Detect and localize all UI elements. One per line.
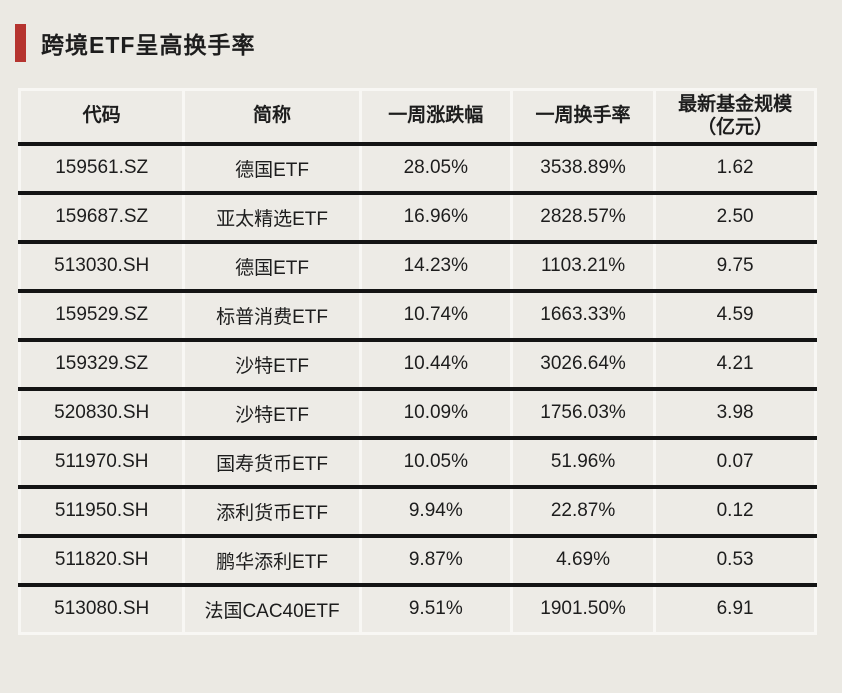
column-header-week-turnover: 一周换手率 — [509, 88, 657, 146]
cell-name: 亚太精选ETF — [182, 191, 362, 244]
table-row: 513080.SH 法国CAC40ETF 9.51% 1901.50% 6.91 — [17, 583, 817, 635]
cell-fund-size: 0.53 — [653, 534, 817, 587]
column-header-name: 简称 — [182, 88, 362, 146]
cell-week-turnover: 3026.64% — [509, 338, 657, 391]
cell-week-change: 10.09% — [358, 387, 513, 440]
cell-week-change: 9.51% — [358, 583, 513, 635]
column-header-fund-size: 最新基金规模 （亿元） — [653, 88, 817, 146]
cell-name: 国寿货币ETF — [182, 436, 362, 489]
cell-fund-size: 2.50 — [653, 191, 817, 244]
table-row: 159529.SZ 标普消费ETF 10.74% 1663.33% 4.59 — [17, 289, 817, 342]
table-row: 513030.SH 德国ETF 14.23% 1103.21% 9.75 — [17, 240, 817, 293]
cell-fund-size: 1.62 — [653, 142, 817, 195]
cell-code: 511820.SH — [17, 534, 186, 587]
red-accent-bar — [15, 24, 26, 62]
etf-turnover-table: 代码 简称 一周涨跌幅 一周换手率 最新基金规模 （亿元） 159561.SZ … — [17, 88, 817, 635]
table-row: 511820.SH 鹏华添利ETF 9.87% 4.69% 0.53 — [17, 534, 817, 587]
cell-week-change: 10.44% — [358, 338, 513, 391]
cell-name: 鹏华添利ETF — [182, 534, 362, 587]
cell-week-change: 28.05% — [358, 142, 513, 195]
cell-week-change: 9.87% — [358, 534, 513, 587]
cell-code: 513080.SH — [17, 583, 186, 635]
cell-name: 标普消费ETF — [182, 289, 362, 342]
table-row: 511950.SH 添利货币ETF 9.94% 22.87% 0.12 — [17, 485, 817, 538]
figure-title-bar: 跨境ETF呈高换手率 — [15, 24, 255, 62]
cell-week-turnover: 2828.57% — [509, 191, 657, 244]
cell-week-turnover: 22.87% — [509, 485, 657, 538]
table-header-row: 代码 简称 一周涨跌幅 一周换手率 最新基金规模 （亿元） — [17, 88, 817, 146]
cell-fund-size: 9.75 — [653, 240, 817, 293]
cell-code: 511970.SH — [17, 436, 186, 489]
table-row: 520830.SH 沙特ETF 10.09% 1756.03% 3.98 — [17, 387, 817, 440]
cell-code: 159329.SZ — [17, 338, 186, 391]
table-row: 511970.SH 国寿货币ETF 10.05% 51.96% 0.07 — [17, 436, 817, 489]
cell-week-turnover: 1663.33% — [509, 289, 657, 342]
table-row: 159561.SZ 德国ETF 28.05% 3538.89% 1.62 — [17, 142, 817, 195]
cell-code: 511950.SH — [17, 485, 186, 538]
cell-fund-size: 3.98 — [653, 387, 817, 440]
cell-week-turnover: 1756.03% — [509, 387, 657, 440]
table-row: 159329.SZ 沙特ETF 10.44% 3026.64% 4.21 — [17, 338, 817, 391]
cell-code: 159529.SZ — [17, 289, 186, 342]
cell-name: 沙特ETF — [182, 387, 362, 440]
cell-fund-size: 0.12 — [653, 485, 817, 538]
cell-fund-size: 4.21 — [653, 338, 817, 391]
cell-name: 法国CAC40ETF — [182, 583, 362, 635]
cell-fund-size: 0.07 — [653, 436, 817, 489]
cell-week-change: 10.05% — [358, 436, 513, 489]
cell-week-turnover: 3538.89% — [509, 142, 657, 195]
cell-week-turnover: 4.69% — [509, 534, 657, 587]
cell-week-turnover: 51.96% — [509, 436, 657, 489]
column-header-code: 代码 — [17, 88, 186, 146]
cell-code: 513030.SH — [17, 240, 186, 293]
column-header-week-change: 一周涨跌幅 — [358, 88, 513, 146]
cell-week-turnover: 1901.50% — [509, 583, 657, 635]
table-row: 159687.SZ 亚太精选ETF 16.96% 2828.57% 2.50 — [17, 191, 817, 244]
cell-name: 德国ETF — [182, 142, 362, 195]
cell-code: 520830.SH — [17, 387, 186, 440]
cell-week-change: 10.74% — [358, 289, 513, 342]
cell-fund-size: 4.59 — [653, 289, 817, 342]
cell-week-change: 9.94% — [358, 485, 513, 538]
cell-code: 159561.SZ — [17, 142, 186, 195]
cell-name: 沙特ETF — [182, 338, 362, 391]
cell-week-change: 16.96% — [358, 191, 513, 244]
cell-name: 添利货币ETF — [182, 485, 362, 538]
cell-week-turnover: 1103.21% — [509, 240, 657, 293]
cell-fund-size: 6.91 — [653, 583, 817, 635]
page-title: 跨境ETF呈高换手率 — [41, 32, 256, 58]
cell-name: 德国ETF — [182, 240, 362, 293]
cell-code: 159687.SZ — [17, 191, 186, 244]
cell-week-change: 14.23% — [358, 240, 513, 293]
